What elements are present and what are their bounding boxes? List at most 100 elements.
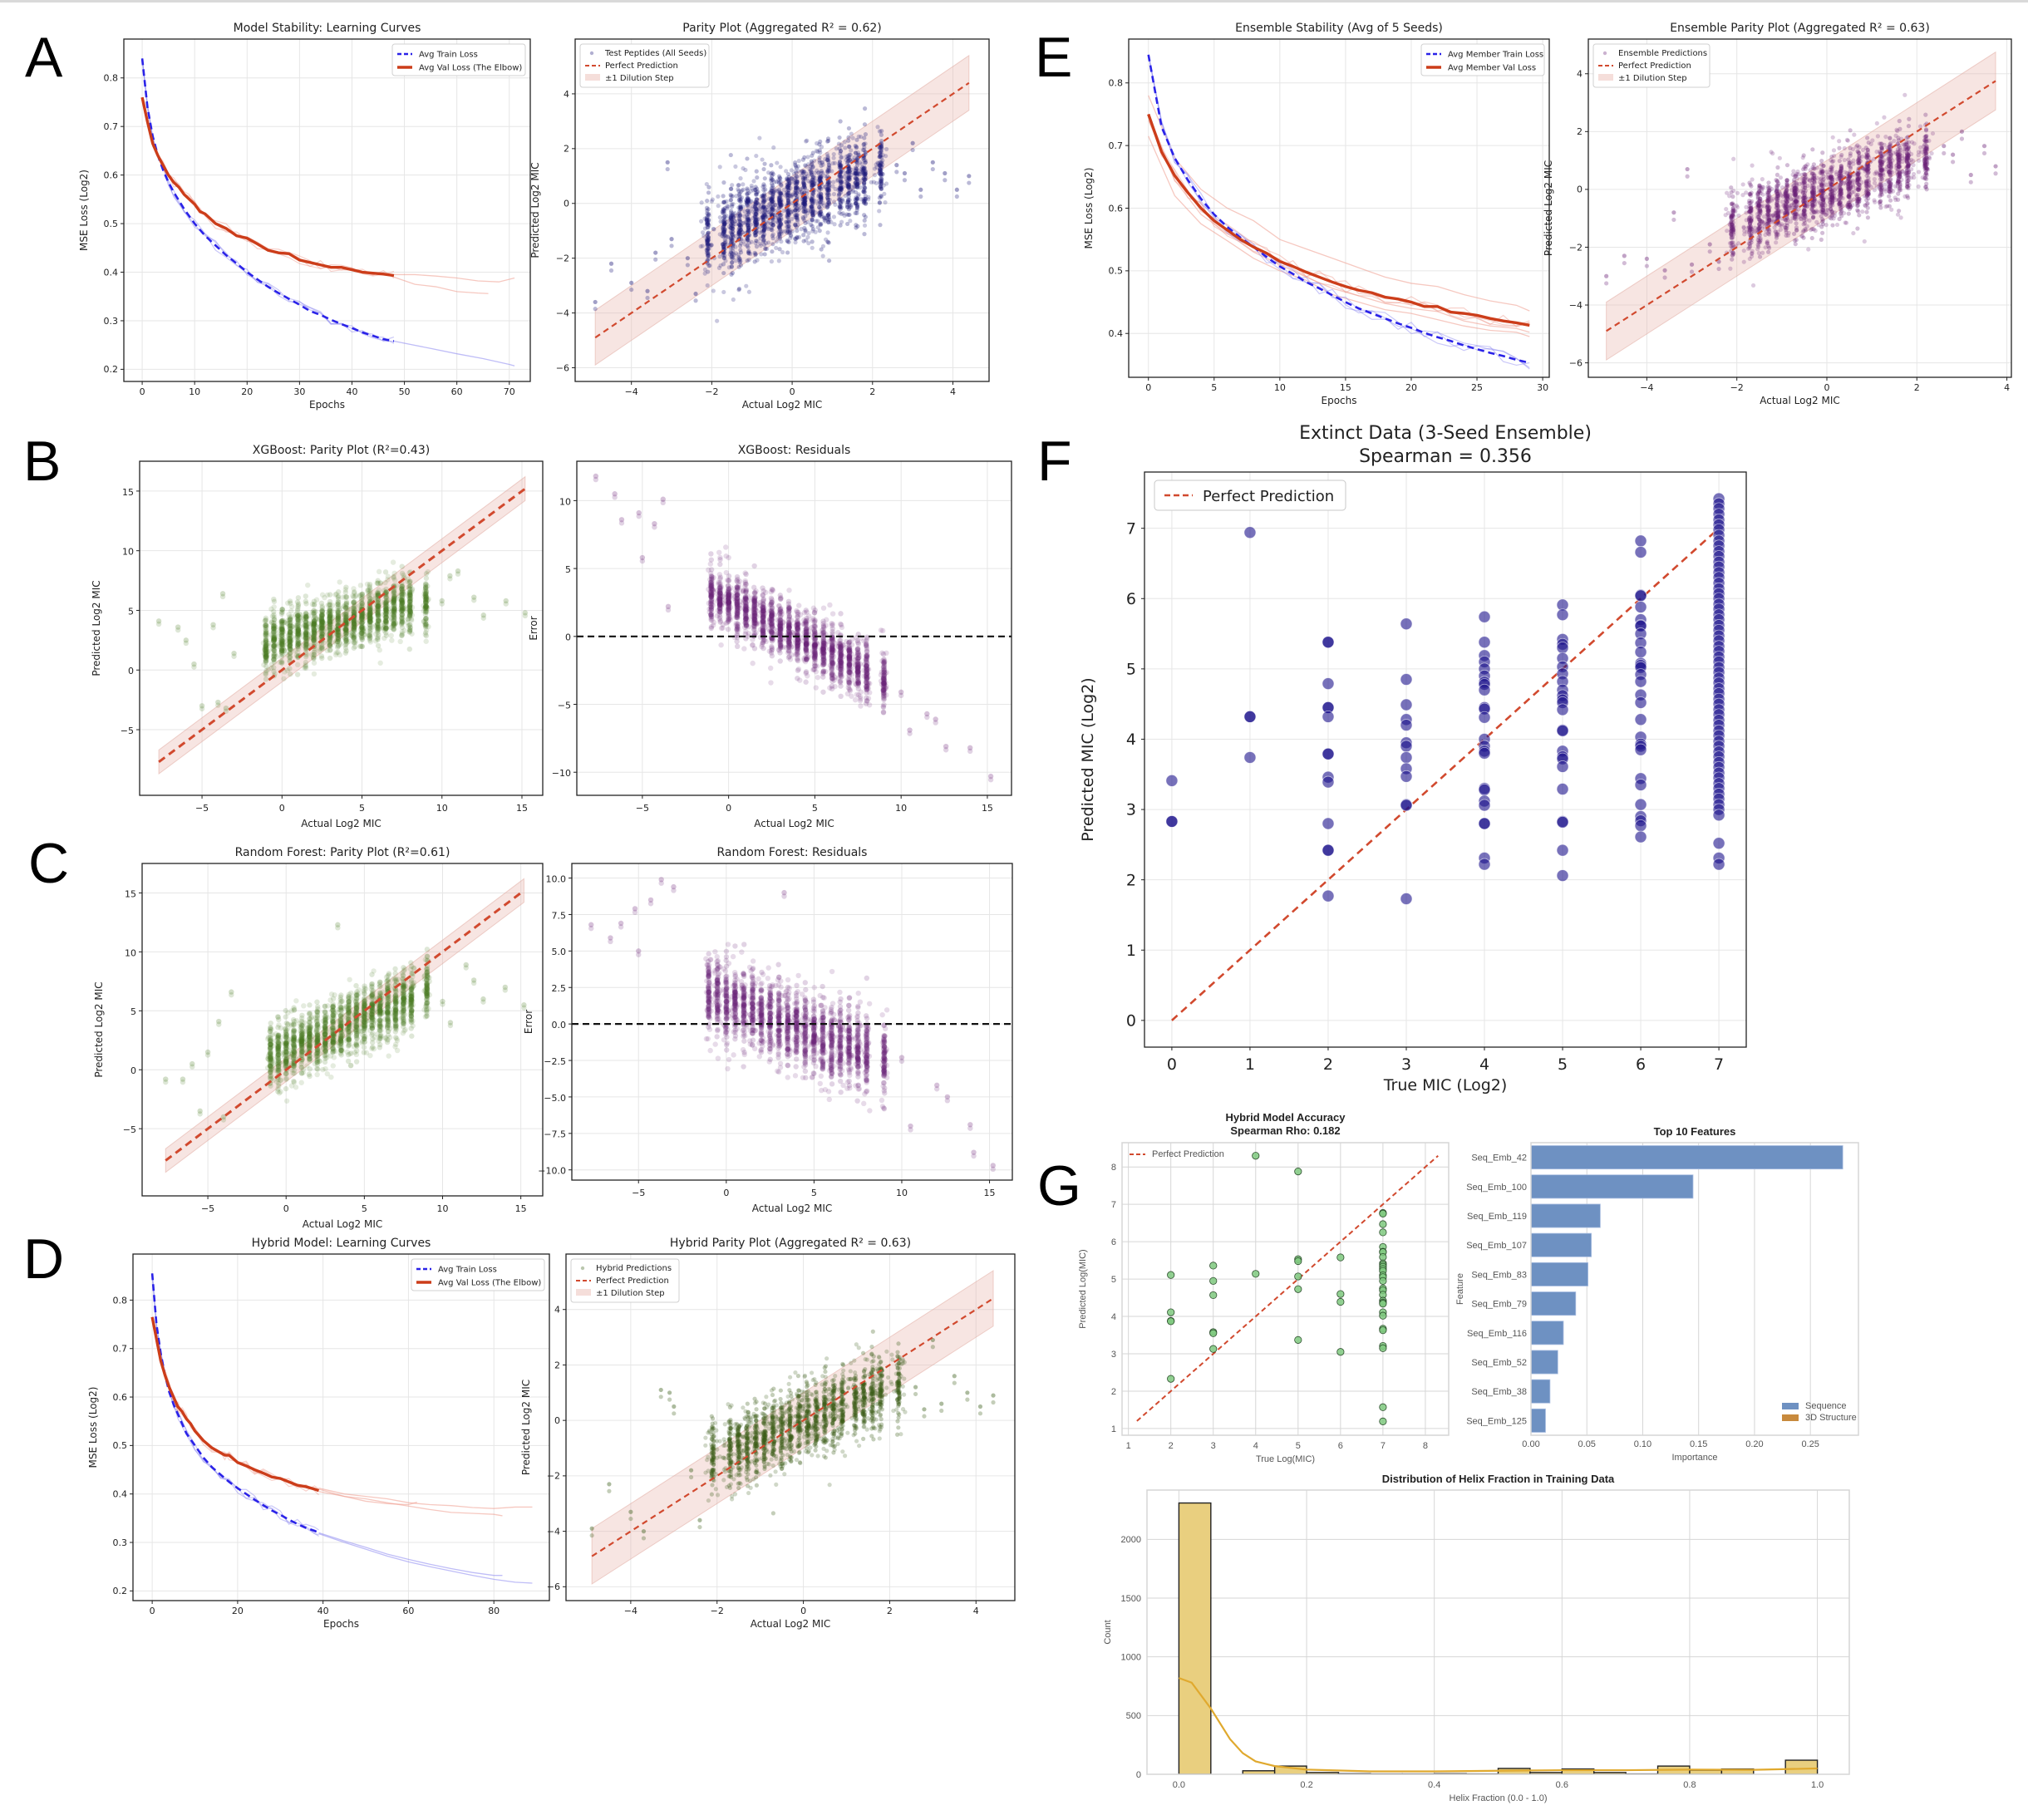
data-point xyxy=(823,219,828,224)
data-point xyxy=(761,224,766,229)
data-point xyxy=(856,192,861,197)
data-point xyxy=(861,142,866,147)
data-point xyxy=(1809,210,1814,215)
data-point xyxy=(725,206,730,211)
data-point xyxy=(777,225,783,230)
y-tick-label: 0.6 xyxy=(1109,203,1124,214)
data-point xyxy=(774,189,780,194)
data-point xyxy=(1799,189,1804,194)
data-point xyxy=(778,203,784,208)
data-point xyxy=(748,199,753,204)
data-point xyxy=(799,196,805,201)
data-point xyxy=(821,214,826,219)
data-point xyxy=(738,204,743,210)
data-point xyxy=(878,184,883,189)
data-point xyxy=(716,194,721,199)
data-point xyxy=(757,206,762,211)
outlier-point xyxy=(1689,269,1695,274)
data-point xyxy=(736,219,742,224)
data-point xyxy=(705,199,710,204)
data-point xyxy=(746,228,751,233)
data-point xyxy=(850,135,855,140)
data-point xyxy=(796,204,801,209)
data-point xyxy=(803,202,808,208)
data-point xyxy=(872,166,878,171)
data-point xyxy=(1888,135,1893,141)
data-point xyxy=(777,212,782,218)
data-point xyxy=(823,184,828,189)
data-point xyxy=(854,203,859,208)
data-point xyxy=(768,204,774,209)
data-point xyxy=(736,229,741,235)
data-point xyxy=(1898,215,1903,220)
data-point xyxy=(800,177,806,182)
data-point xyxy=(785,250,790,255)
data-point xyxy=(1735,190,1740,195)
data-point xyxy=(861,168,866,174)
data-point xyxy=(736,230,741,235)
data-point xyxy=(825,168,830,173)
data-point xyxy=(755,212,760,217)
data-point xyxy=(770,223,775,229)
data-point xyxy=(729,260,735,265)
data-point xyxy=(861,165,866,170)
data-point xyxy=(730,256,735,261)
data-point xyxy=(777,218,782,224)
data-point xyxy=(827,180,832,185)
data-point xyxy=(839,187,844,192)
data-point xyxy=(1897,119,1902,124)
data-point xyxy=(769,207,774,212)
data-point xyxy=(770,212,775,217)
data-point xyxy=(879,138,884,144)
data-point xyxy=(781,208,786,214)
data-point xyxy=(778,221,784,226)
data-point xyxy=(736,205,741,210)
data-point xyxy=(836,141,841,146)
data-point xyxy=(861,189,866,194)
outlier-point xyxy=(894,170,899,175)
data-point xyxy=(798,188,803,193)
data-point xyxy=(722,227,727,232)
data-point xyxy=(786,207,792,212)
data-point xyxy=(810,175,816,180)
data-point xyxy=(721,209,726,214)
data-point xyxy=(846,175,851,180)
data-point xyxy=(854,166,859,171)
data-point xyxy=(736,222,741,227)
data-point xyxy=(776,187,782,192)
data-point xyxy=(809,206,815,211)
data-point xyxy=(1820,150,1825,155)
data-point xyxy=(1792,238,1798,243)
outlier-point xyxy=(665,160,670,165)
data-point xyxy=(786,188,791,193)
data-point xyxy=(772,188,778,193)
data-point xyxy=(745,243,750,248)
data-point xyxy=(777,201,782,207)
data-point xyxy=(762,193,767,198)
y-tick-label: −5 xyxy=(121,726,134,736)
data-point xyxy=(842,174,847,180)
data-point xyxy=(826,160,831,165)
data-point xyxy=(778,213,783,218)
data-point xyxy=(859,178,864,183)
data-point xyxy=(751,204,756,209)
data-point xyxy=(863,170,868,176)
data-point xyxy=(321,628,327,634)
data-point xyxy=(729,250,734,255)
data-point xyxy=(728,198,733,203)
data-point xyxy=(793,188,799,193)
outlier-point xyxy=(910,147,915,153)
data-point xyxy=(812,199,818,204)
data-point xyxy=(854,169,859,174)
data-point xyxy=(777,224,782,229)
data-point xyxy=(1765,196,1770,201)
data-point xyxy=(1745,225,1750,230)
data-point xyxy=(863,132,869,137)
data-point xyxy=(779,215,784,221)
outlier-point xyxy=(930,166,935,172)
data-point xyxy=(1907,116,1912,121)
data-point xyxy=(1909,140,1915,145)
data-point xyxy=(1742,232,1747,237)
data-point xyxy=(855,180,860,184)
data-point xyxy=(805,174,810,179)
